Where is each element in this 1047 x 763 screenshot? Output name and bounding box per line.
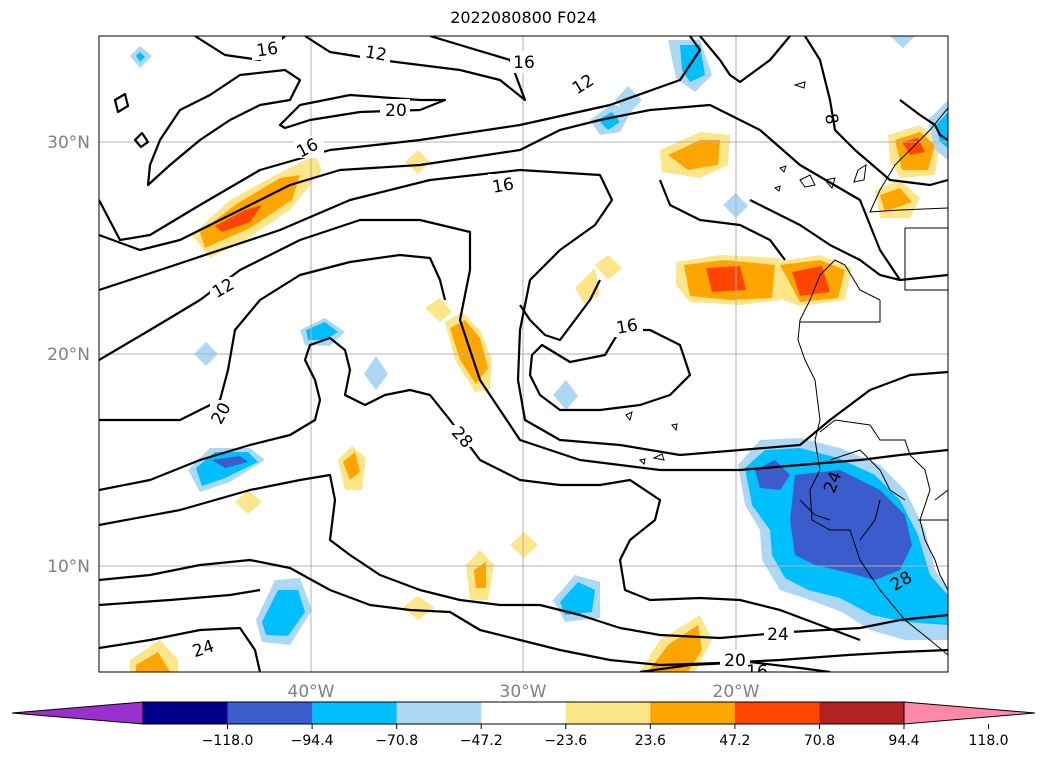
colorbar-tick-label: −70.8 (375, 733, 418, 749)
contour-label: 20 (385, 101, 407, 121)
lon-label-30w: 30°W (500, 682, 547, 702)
contour-label: 16 (615, 315, 640, 338)
colorbar-tick-label: 94.4 (888, 733, 919, 749)
contour-label: 12 (363, 42, 388, 65)
colorbar-tick-label: −118.0 (202, 733, 254, 749)
colorbar: −118.0 −94.4 −70.8 −47.2 −23.6 23.6 47.2 70.8 94… (11, 701, 1036, 749)
lat-label-20n: 20°N (47, 345, 90, 365)
shaded-fields (130, 36, 948, 672)
colorbar-segment (819, 702, 905, 724)
colorbar-segment (227, 702, 313, 724)
contour-labels: 16 12 16 12 20 16 16 12 16 20 28 24 20 (190, 38, 916, 682)
colorbar-segment (481, 702, 567, 724)
colorbar-extend-low (11, 701, 144, 725)
contour-label: 16 (255, 39, 279, 62)
colorbar-segment (143, 702, 229, 724)
lat-label-10n: 10°N (47, 557, 90, 577)
colorbar-tick-label: −94.4 (291, 733, 334, 749)
colorbar-tick-label: 70.8 (804, 733, 835, 749)
colorbar-extend-high (903, 701, 1036, 725)
colorbar-segment (312, 702, 398, 724)
colorbar-tick-label: 47.2 (719, 733, 750, 749)
colorbar-segment (734, 702, 820, 724)
colorbar-frame (142, 701, 905, 725)
colorbar-tick-label: 118.0 (969, 733, 1009, 749)
colorbar-tick-label: 23.6 (635, 733, 666, 749)
colorbar-tick-label: −23.6 (544, 733, 587, 749)
colorbar-segment (650, 702, 736, 724)
lon-label-40w: 40°W (288, 682, 335, 702)
contour-label: 8 (820, 112, 842, 126)
lat-label-30n: 30°N (47, 133, 90, 153)
lon-label-20w: 20°W (713, 682, 760, 702)
colorbar-segment (565, 702, 651, 724)
colorbar-segment (396, 702, 482, 724)
contour-label: 20 (724, 651, 746, 671)
graticule (99, 36, 948, 672)
contour-lines (99, 36, 948, 672)
contour-label: 24 (767, 625, 789, 645)
contour-label: 16 (513, 53, 535, 73)
map-frame (98, 35, 949, 673)
colorbar-tick-label: −47.2 (460, 733, 503, 749)
contour-label: 16 (491, 174, 516, 197)
map-title: 2022080800 F024 (450, 8, 597, 27)
contour-label: 16 (746, 662, 768, 682)
map-plot-area: 16 12 16 12 20 16 16 12 16 20 28 24 20 (99, 36, 948, 682)
coastlines (625, 81, 948, 656)
